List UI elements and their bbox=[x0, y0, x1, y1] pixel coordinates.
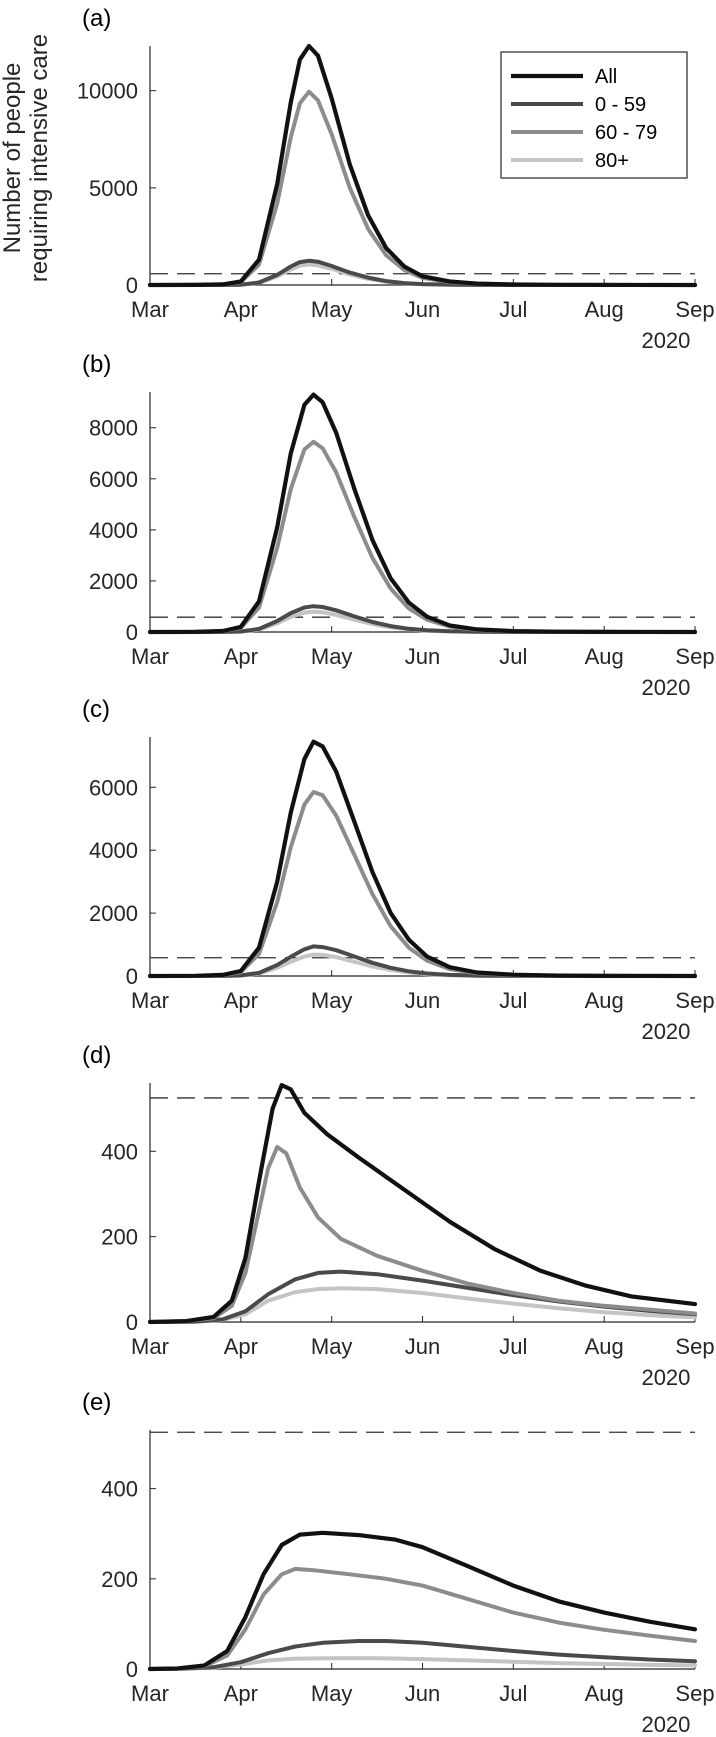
x-tick-label: Apr bbox=[224, 644, 258, 669]
y-tick-label: 0 bbox=[126, 273, 138, 298]
y-tick-label: 8000 bbox=[89, 416, 138, 441]
x-tick-label: Sep bbox=[675, 988, 714, 1013]
x-tick-label: Jul bbox=[499, 297, 527, 322]
x-tick-label: Sep bbox=[675, 297, 714, 322]
y-tick-label: 4000 bbox=[89, 838, 138, 863]
y-tick-label: 0 bbox=[126, 1310, 138, 1335]
panel-label: (a) bbox=[82, 5, 111, 32]
x-tick-label: Aug bbox=[585, 1334, 624, 1359]
y-tick-label: 0 bbox=[126, 964, 138, 989]
y-tick-label: 5000 bbox=[89, 176, 138, 201]
y-tick-label: 10000 bbox=[77, 79, 138, 104]
x-tick-label: Aug bbox=[585, 644, 624, 669]
y-tick-label: 400 bbox=[101, 1139, 138, 1164]
x-tick-label: Mar bbox=[131, 1334, 169, 1359]
x-year-label: 2020 bbox=[641, 1019, 690, 1044]
x-tick-label: Aug bbox=[585, 297, 624, 322]
series-line-0-59 bbox=[148, 604, 697, 634]
panel-d: (d) 0 200 400 Mar Apr May Jun Jul Aug Sep 2020 bbox=[82, 1042, 715, 1390]
x-tick-label: Jun bbox=[405, 644, 440, 669]
x-tick-label: Aug bbox=[585, 1681, 624, 1706]
panel-e: (e) 0 200 400 Mar Apr May Jun Jul Aug Sep 2020 bbox=[82, 1389, 715, 1737]
x-tick-label: Sep bbox=[675, 644, 714, 669]
x-tick-label: Mar bbox=[131, 644, 169, 669]
panel-b: (b) 0 2000 4000 6000 8000 Mar Apr May Jun Jul Aug Se… bbox=[82, 351, 715, 700]
y-axis-label: Number of people requiring intensive car… bbox=[0, 34, 53, 282]
x-tick-label: Mar bbox=[131, 1681, 169, 1706]
x-year-label: 2020 bbox=[641, 1365, 690, 1390]
series-line-0-59 bbox=[148, 944, 697, 978]
x-tick-label: Jun bbox=[405, 297, 440, 322]
series-line-60-79 bbox=[148, 1145, 697, 1324]
y-tick-label: 400 bbox=[101, 1477, 138, 1502]
series-line-0-59 bbox=[148, 1639, 697, 1671]
x-tick-label: Jun bbox=[405, 988, 440, 1013]
legend: All 0 - 59 60 - 79 80+ bbox=[500, 51, 688, 179]
x-tick-label: Mar bbox=[131, 297, 169, 322]
x-tick-label: Jul bbox=[499, 1334, 527, 1359]
x-tick-label: May bbox=[311, 297, 353, 322]
x-year-label: 2020 bbox=[641, 1712, 690, 1737]
panel-label: (d) bbox=[82, 1042, 111, 1069]
legend-label: 0 - 59 bbox=[595, 94, 646, 116]
legend-box bbox=[500, 51, 688, 179]
y-tick-label: 0 bbox=[126, 620, 138, 645]
y-axis-label-line2: requiring intensive care bbox=[26, 34, 53, 282]
x-year-label: 2020 bbox=[641, 328, 690, 353]
y-tick-label: 0 bbox=[126, 1657, 138, 1682]
x-tick-label: Mar bbox=[131, 988, 169, 1013]
x-tick-label: Jun bbox=[405, 1334, 440, 1359]
series-line-All bbox=[147, 739, 698, 979]
series-line-All bbox=[147, 392, 698, 635]
panel-label: (b) bbox=[82, 351, 111, 378]
series-line-60-79 bbox=[148, 790, 697, 978]
y-axis-label-line1: Number of people bbox=[0, 63, 26, 254]
panel-label: (e) bbox=[82, 1389, 111, 1416]
x-tick-label: Jul bbox=[499, 988, 527, 1013]
x-tick-label: May bbox=[311, 1681, 353, 1706]
x-tick-label: Jul bbox=[499, 1681, 527, 1706]
panel-label: (c) bbox=[82, 696, 110, 723]
x-tick-label: Apr bbox=[224, 297, 258, 322]
x-tick-label: Aug bbox=[585, 988, 624, 1013]
x-tick-label: May bbox=[311, 988, 353, 1013]
x-tick-label: Apr bbox=[224, 988, 258, 1013]
x-tick-label: May bbox=[311, 644, 353, 669]
series-line-All bbox=[147, 1530, 698, 1672]
x-tick-label: Jul bbox=[499, 644, 527, 669]
y-tick-label: 200 bbox=[101, 1567, 138, 1592]
y-tick-label: 2000 bbox=[89, 569, 138, 594]
panel-c: (c) 0 2000 4000 6000 Mar Apr May Jun Jul Aug Sep 202… bbox=[82, 696, 715, 1044]
series-line-All bbox=[147, 1083, 698, 1325]
legend-label: 60 - 79 bbox=[595, 122, 657, 144]
y-tick-label: 200 bbox=[101, 1225, 138, 1250]
series-line-60-79 bbox=[148, 1566, 697, 1671]
y-tick-label: 6000 bbox=[89, 467, 138, 492]
x-tick-label: Sep bbox=[675, 1681, 714, 1706]
x-tick-label: May bbox=[311, 1334, 353, 1359]
y-tick-label: 2000 bbox=[89, 901, 138, 926]
y-tick-label: 4000 bbox=[89, 518, 138, 543]
series-line-0-59 bbox=[148, 258, 697, 287]
series-line-All bbox=[147, 43, 698, 288]
x-tick-label: Apr bbox=[224, 1681, 258, 1706]
y-tick-label: 6000 bbox=[89, 775, 138, 800]
x-year-label: 2020 bbox=[641, 675, 690, 700]
x-tick-label: Sep bbox=[675, 1334, 714, 1359]
legend-label: 80+ bbox=[595, 150, 629, 172]
x-tick-label: Jun bbox=[405, 1681, 440, 1706]
series-line-60-79 bbox=[148, 439, 697, 634]
legend-label: All bbox=[595, 66, 617, 88]
x-tick-label: Apr bbox=[224, 1334, 258, 1359]
panel-a: (a) 0 5000 10000 Mar Apr May Jun Jul Aug Sep 2020 Al… bbox=[77, 5, 715, 353]
